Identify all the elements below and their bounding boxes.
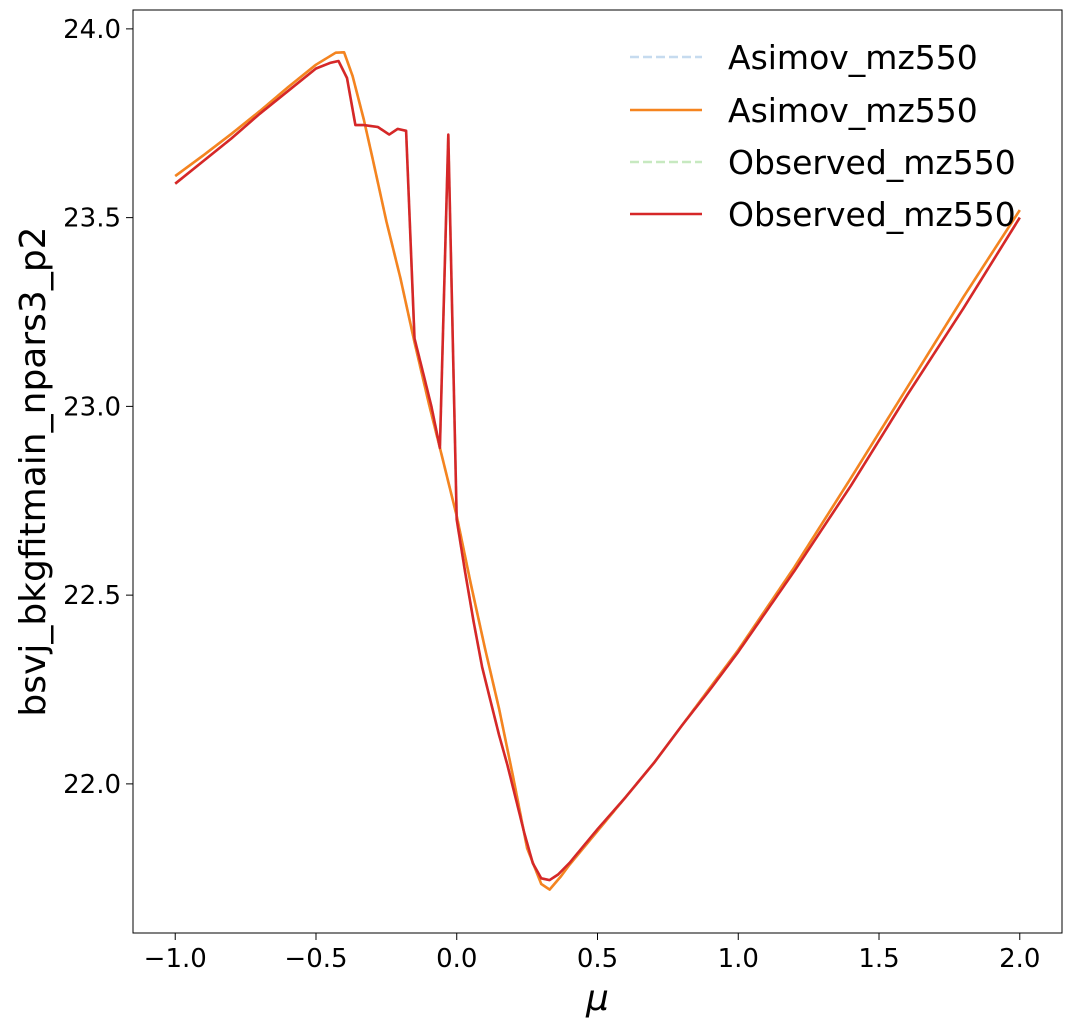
x-axis-title: μ (585, 978, 609, 1019)
y-tick-label: 22.0 (63, 770, 121, 800)
y-axis-title: bsvj_bkgfitmain_npars3_p2 (13, 226, 54, 716)
y-tick-label: 23.5 (63, 204, 121, 234)
y-tick-label: 23.0 (63, 392, 121, 422)
legend-label: Asimov_mz550 (728, 91, 978, 130)
x-tick-label: 0.0 (436, 944, 477, 974)
legend-label: Asimov_mz550 (728, 38, 978, 77)
legend-label: Observed_mz550 (728, 195, 1016, 234)
legend-label: Observed_mz550 (728, 143, 1016, 182)
legend: Asimov_mz550 Asimov_mz550 Observed_mz550 Ob… (630, 38, 1016, 234)
x-axis-ticks: −1.0 −0.5 0.0 0.5 1.0 1.5 2.0 (144, 933, 1040, 974)
x-tick-label: 1.0 (718, 944, 759, 974)
x-tick-label: −0.5 (284, 944, 347, 974)
y-tick-label: 22.5 (63, 581, 121, 611)
x-tick-label: 0.5 (577, 944, 618, 974)
x-tick-label: 2.0 (999, 944, 1040, 974)
x-tick-label: −1.0 (144, 944, 207, 974)
series-line-3-observed-mz550 (174, 59, 1021, 882)
y-axis-ticks: 22.0 22.5 23.0 23.5 24.0 (63, 15, 133, 800)
x-tick-label: 1.5 (858, 944, 899, 974)
y-tick-label: 24.0 (63, 15, 121, 45)
series-layer (174, 50, 1021, 891)
